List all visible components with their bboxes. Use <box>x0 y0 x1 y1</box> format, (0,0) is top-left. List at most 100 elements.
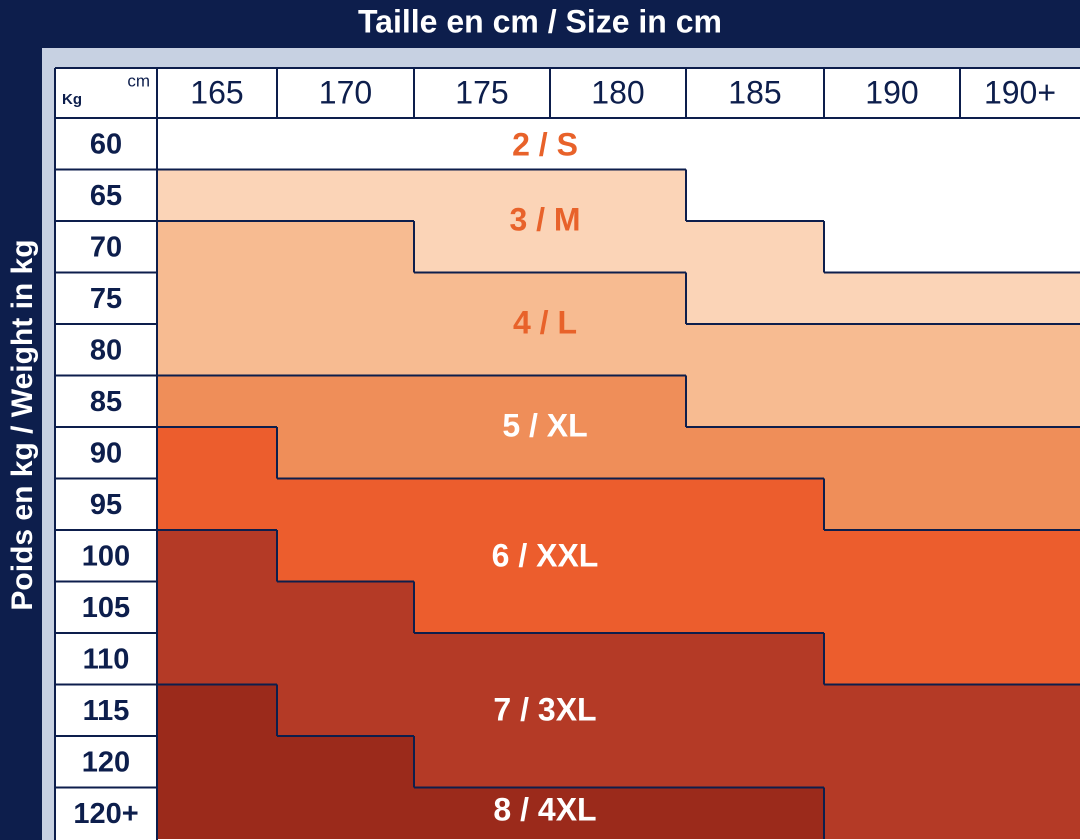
size-cell <box>157 633 277 685</box>
size-cell <box>550 684 686 736</box>
size-cell <box>960 736 1080 788</box>
size-cell <box>686 427 824 479</box>
size-cell <box>686 169 824 221</box>
size-cell <box>686 736 824 788</box>
size-cell <box>960 427 1080 479</box>
size-cell <box>157 427 277 479</box>
size-cell <box>277 427 414 479</box>
size-cell <box>550 427 686 479</box>
size-label: 3 / M <box>509 201 580 237</box>
size-cell <box>686 375 824 427</box>
size-cell <box>550 478 686 530</box>
size-cell <box>550 530 686 582</box>
size-cell <box>277 736 414 788</box>
size-cell <box>277 324 414 376</box>
column-header: 190+ <box>984 74 1056 110</box>
size-cell <box>824 684 960 736</box>
size-cell <box>277 787 414 839</box>
size-cell <box>277 633 414 685</box>
size-cell <box>414 684 550 736</box>
row-header: 95 <box>90 489 122 521</box>
size-cell <box>277 684 414 736</box>
size-cell <box>157 221 277 273</box>
title: Taille en cm / Size in cm <box>358 3 722 39</box>
size-cell <box>550 633 686 685</box>
size-cell <box>277 272 414 324</box>
size-cell <box>550 272 686 324</box>
size-cell <box>157 478 277 530</box>
size-cell <box>960 581 1080 633</box>
row-header: 90 <box>90 437 122 469</box>
row-header: 70 <box>90 231 122 263</box>
size-cell <box>824 375 960 427</box>
size-cell <box>960 221 1080 273</box>
size-label: 4 / L <box>513 304 577 340</box>
size-cell <box>277 581 414 633</box>
size-cell <box>414 427 550 479</box>
size-cell <box>960 684 1080 736</box>
size-label: 7 / 3XL <box>493 691 596 727</box>
size-cell <box>960 633 1080 685</box>
column-header: 180 <box>591 74 644 110</box>
row-header: 75 <box>90 283 122 315</box>
height-unit: cm <box>127 71 150 90</box>
size-cell <box>824 169 960 221</box>
size-cell <box>686 221 824 273</box>
size-cell <box>414 633 550 685</box>
size-label: 5 / XL <box>502 407 587 443</box>
size-cell <box>414 581 550 633</box>
size-cell <box>960 118 1080 170</box>
size-cell <box>824 272 960 324</box>
size-cell <box>686 633 824 685</box>
size-cell <box>824 530 960 582</box>
size-cell <box>824 633 960 685</box>
size-cell <box>824 787 960 839</box>
size-cell <box>550 221 686 273</box>
size-cell <box>960 478 1080 530</box>
column-header: 170 <box>319 74 372 110</box>
size-cell <box>157 787 277 839</box>
size-cell <box>277 375 414 427</box>
size-cell <box>277 530 414 582</box>
size-cell <box>414 118 550 170</box>
size-cell <box>414 375 550 427</box>
size-cell <box>157 118 277 170</box>
size-cell <box>960 787 1080 839</box>
size-cell <box>960 375 1080 427</box>
size-cell <box>686 581 824 633</box>
size-cell <box>277 169 414 221</box>
size-cell <box>157 530 277 582</box>
size-cell <box>414 221 550 273</box>
row-header: 120+ <box>73 798 138 830</box>
size-cell <box>157 581 277 633</box>
size-cell <box>550 169 686 221</box>
size-cell <box>824 478 960 530</box>
row-header: 80 <box>90 334 122 366</box>
size-cell <box>686 684 824 736</box>
grid <box>54 67 1080 840</box>
size-cell <box>550 581 686 633</box>
column-header: 190 <box>865 74 918 110</box>
size-label: 8 / 4XL <box>493 791 596 827</box>
size-cell <box>686 478 824 530</box>
size-cell <box>414 324 550 376</box>
row-header: 110 <box>83 643 130 675</box>
size-cell <box>960 272 1080 324</box>
row-header: 120 <box>82 746 130 778</box>
size-cell <box>157 375 277 427</box>
cells <box>157 118 1080 839</box>
size-cell <box>414 169 550 221</box>
column-header: 175 <box>455 74 508 110</box>
size-cell <box>157 736 277 788</box>
size-cell <box>550 324 686 376</box>
size-cell <box>824 221 960 273</box>
side-title: Poids en kg / Weight in kg <box>6 239 39 610</box>
size-cell <box>686 118 824 170</box>
size-cell <box>414 272 550 324</box>
size-cell <box>960 530 1080 582</box>
size-cell <box>824 736 960 788</box>
size-cell <box>824 118 960 170</box>
row-header: 60 <box>90 128 122 160</box>
